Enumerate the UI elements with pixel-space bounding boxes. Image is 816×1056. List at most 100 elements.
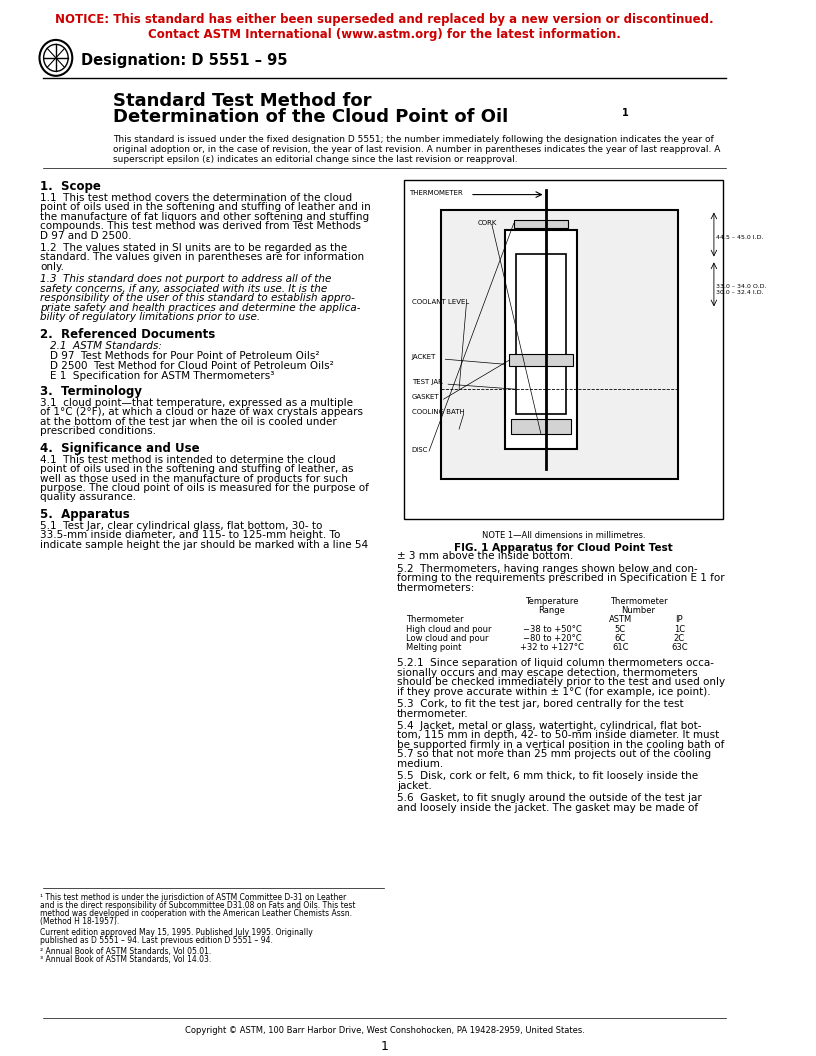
Text: if they prove accurate within ± 1°C (for example, ice point).: if they prove accurate within ± 1°C (for… [397, 686, 711, 697]
Text: 1.3  This standard does not purport to address all of the: 1.3 This standard does not purport to ad… [41, 275, 332, 284]
Text: 1.1  This test method covers the determination of the cloud: 1.1 This test method covers the determin… [41, 192, 353, 203]
Text: 5.3  Cork, to fit the test jar, bored centrally for the test: 5.3 Cork, to fit the test jar, bored cen… [397, 699, 684, 709]
Text: Number: Number [621, 606, 655, 616]
Text: NOTE 1—All dimensions in millimetres.: NOTE 1—All dimensions in millimetres. [482, 531, 645, 540]
Text: 5C: 5C [614, 625, 626, 635]
Text: ¹ This test method is under the jurisdiction of ASTM Committee D-31 on Leather: ¹ This test method is under the jurisdic… [41, 893, 347, 902]
Text: 1: 1 [622, 108, 628, 118]
Text: superscript epsilon (ε) indicates an editorial change since the last revision or: superscript epsilon (ε) indicates an edi… [113, 154, 518, 164]
Text: be supported firmly in a vertical position in the cooling bath of: be supported firmly in a vertical positi… [397, 740, 725, 750]
Text: Standard Test Method for: Standard Test Method for [113, 92, 372, 110]
Text: compounds. This test method was derived from Test Methods: compounds. This test method was derived … [41, 221, 361, 231]
Text: original adoption or, in the case of revision, the year of last revision. A numb: original adoption or, in the case of rev… [113, 145, 721, 154]
Text: D 2500  Test Method for Cloud Point of Petroleum Oils²: D 2500 Test Method for Cloud Point of Pe… [50, 361, 333, 371]
Text: Designation: D 5551 – 95: Designation: D 5551 – 95 [82, 53, 288, 68]
Text: Contact ASTM International (www.astm.org) for the latest information.: Contact ASTM International (www.astm.org… [148, 27, 621, 41]
Text: −38 to +50°C: −38 to +50°C [522, 625, 581, 635]
Text: 33.5-mm inside diameter, and 115- to 125-mm height. To: 33.5-mm inside diameter, and 115- to 125… [41, 530, 341, 541]
Text: tom, 115 mm in depth, 42- to 50-mm inside diameter. It must: tom, 115 mm in depth, 42- to 50-mm insid… [397, 731, 720, 740]
Text: the manufacture of fat liquors and other softening and stuffing: the manufacture of fat liquors and other… [41, 211, 370, 222]
Text: THERMOMETER: THERMOMETER [409, 190, 463, 195]
Text: Range: Range [539, 606, 565, 616]
Text: published as D 5551 – 94. Last previous edition D 5551 – 94.: published as D 5551 – 94. Last previous … [41, 936, 273, 945]
Text: TEST JAR: TEST JAR [412, 379, 442, 385]
Bar [514, 220, 568, 227]
Text: at the bottom of the test jar when the oil is cooled under: at the bottom of the test jar when the o… [41, 417, 337, 427]
Text: Current edition approved May 15, 1995. Published July 1995. Originally: Current edition approved May 15, 1995. P… [41, 928, 313, 937]
Text: +32 to +127°C: +32 to +127°C [520, 643, 583, 653]
Text: Melting point: Melting point [406, 643, 462, 653]
Text: quality assurance.: quality assurance. [41, 492, 136, 503]
Text: FIG. 1 Apparatus for Cloud Point Test: FIG. 1 Apparatus for Cloud Point Test [455, 543, 673, 553]
Text: JACKET: JACKET [412, 354, 436, 360]
Text: 4.1  This test method is intended to determine the cloud: 4.1 This test method is intended to dete… [41, 454, 336, 465]
Text: 2.  Referenced Documents: 2. Referenced Documents [41, 327, 215, 341]
Text: safety concerns, if any, associated with its use. It is the: safety concerns, if any, associated with… [41, 284, 328, 294]
Text: High cloud and pour: High cloud and pour [406, 625, 492, 635]
Text: 63C: 63C [671, 643, 688, 653]
Text: 4.  Significance and Use: 4. Significance and Use [41, 441, 200, 454]
Text: DISC: DISC [412, 447, 428, 453]
Text: 5.1  Test Jar, clear cylindrical glass, flat bottom, 30- to: 5.1 Test Jar, clear cylindrical glass, f… [41, 521, 323, 531]
Text: E 1  Specification for ASTM Thermometers³: E 1 Specification for ASTM Thermometers³ [50, 371, 274, 381]
Text: ASTM: ASTM [609, 616, 632, 624]
Text: forming to the requirements prescribed in Specification E 1 for: forming to the requirements prescribed i… [397, 573, 725, 583]
Text: −80 to +20°C: −80 to +20°C [522, 635, 581, 643]
Text: 1: 1 [380, 1040, 388, 1053]
Text: indicate sample height the jar should be marked with a line 54: indicate sample height the jar should be… [41, 540, 369, 550]
Text: Temperature: Temperature [526, 598, 579, 606]
Text: 5.4  Jacket, metal or glass, watertight, cylindrical, flat bot-: 5.4 Jacket, metal or glass, watertight, … [397, 721, 702, 731]
Text: purpose. The cloud point of oils is measured for the purpose of: purpose. The cloud point of oils is meas… [41, 483, 370, 493]
Text: 6C: 6C [614, 635, 626, 643]
Bar [405, 180, 723, 518]
Text: 61C: 61C [612, 643, 628, 653]
Text: point of oils used in the softening and stuffing of leather and in: point of oils used in the softening and … [41, 202, 371, 212]
Text: should be checked immediately prior to the test and used only: should be checked immediately prior to t… [397, 677, 725, 687]
Text: 1.2  The values stated in SI units are to be regarded as the: 1.2 The values stated in SI units are to… [41, 243, 348, 253]
Text: Thermometer: Thermometer [610, 598, 667, 606]
Text: ² Annual Book of ASTM Standards, Vol 05.01.: ² Annual Book of ASTM Standards, Vol 05.… [41, 947, 211, 956]
Text: priate safety and health practices and determine the applica-: priate safety and health practices and d… [41, 303, 361, 313]
Text: ± 3 mm above the inside bottom.: ± 3 mm above the inside bottom. [397, 551, 574, 561]
Text: only.: only. [41, 262, 64, 272]
Text: COOLING BATH: COOLING BATH [412, 409, 464, 415]
Bar [441, 209, 677, 479]
Text: 5.6  Gasket, to fit snugly around the outside of the test jar: 5.6 Gasket, to fit snugly around the out… [397, 793, 702, 804]
Text: NOTICE: This standard has either been superseded and replaced by a new version o: NOTICE: This standard has either been su… [55, 13, 714, 26]
Text: medium.: medium. [397, 759, 443, 769]
Text: Copyright © ASTM, 100 Barr Harbor Drive, West Conshohocken, PA 19428-2959, Unite: Copyright © ASTM, 100 Barr Harbor Drive,… [184, 1025, 584, 1035]
Text: 5.2.1  Since separation of liquid column thermometers occa-: 5.2.1 Since separation of liquid column … [397, 658, 714, 668]
Bar [511, 419, 571, 434]
Text: 5.7 so that not more than 25 mm projects out of the cooling: 5.7 so that not more than 25 mm projects… [397, 750, 712, 759]
Text: 3.1  cloud point—that temperature, expressed as a multiple: 3.1 cloud point—that temperature, expres… [41, 398, 353, 408]
Text: thermometer.: thermometer. [397, 709, 469, 718]
Text: Thermometer: Thermometer [406, 616, 464, 624]
Text: 44.5 – 45.0 I.D.: 44.5 – 45.0 I.D. [716, 234, 763, 240]
Text: This standard is issued under the fixed designation D 5551; the number immediate: This standard is issued under the fixed … [113, 135, 714, 144]
Text: 3.  Terminology: 3. Terminology [41, 384, 143, 398]
Text: point of oils used in the softening and stuffing of leather, as: point of oils used in the softening and … [41, 464, 354, 474]
Bar [504, 229, 578, 449]
Text: method was developed in cooperation with the American Leather Chemists Assn.: method was developed in cooperation with… [41, 909, 353, 918]
Text: 1.  Scope: 1. Scope [41, 180, 101, 192]
Text: 2C: 2C [674, 635, 685, 643]
Text: of 1°C (2°F), at which a cloud or haze of wax crystals appears: of 1°C (2°F), at which a cloud or haze o… [41, 408, 363, 417]
Text: D 97 and D 2500.: D 97 and D 2500. [41, 230, 132, 241]
Text: 2.1  ASTM Standards:: 2.1 ASTM Standards: [50, 341, 162, 351]
Text: bility of regulatory limitations prior to use.: bility of regulatory limitations prior t… [41, 313, 260, 322]
Text: well as those used in the manufacture of products for such: well as those used in the manufacture of… [41, 473, 348, 484]
Text: 33.0 – 34.0 O.D.
30.0 – 32.4 I.D.: 33.0 – 34.0 O.D. 30.0 – 32.4 I.D. [716, 284, 766, 296]
Text: prescribed conditions.: prescribed conditions. [41, 427, 157, 436]
Text: ³ Annual Book of ASTM Standards, Vol 14.03.: ³ Annual Book of ASTM Standards, Vol 14.… [41, 955, 211, 964]
Text: and is the direct responsibility of Subcommittee D31.08 on Fats and Oils. This t: and is the direct responsibility of Subc… [41, 901, 356, 910]
Text: COOLANT LEVEL: COOLANT LEVEL [412, 299, 469, 305]
Text: 5.  Apparatus: 5. Apparatus [41, 508, 131, 521]
Text: (Method H 18-1957).: (Method H 18-1957). [41, 917, 120, 926]
Text: D 97  Test Methods for Pour Point of Petroleum Oils²: D 97 Test Methods for Pour Point of Petr… [50, 351, 319, 361]
Text: jacket.: jacket. [397, 780, 432, 791]
Text: sionally occurs and may escape detection, thermometers: sionally occurs and may escape detection… [397, 667, 698, 678]
Text: responsibility of the user of this standard to establish appro-: responsibility of the user of this stand… [41, 294, 355, 303]
Text: standard. The values given in parentheses are for information: standard. The values given in parenthese… [41, 252, 365, 263]
Text: 1C: 1C [674, 625, 685, 635]
Bar [516, 254, 566, 414]
